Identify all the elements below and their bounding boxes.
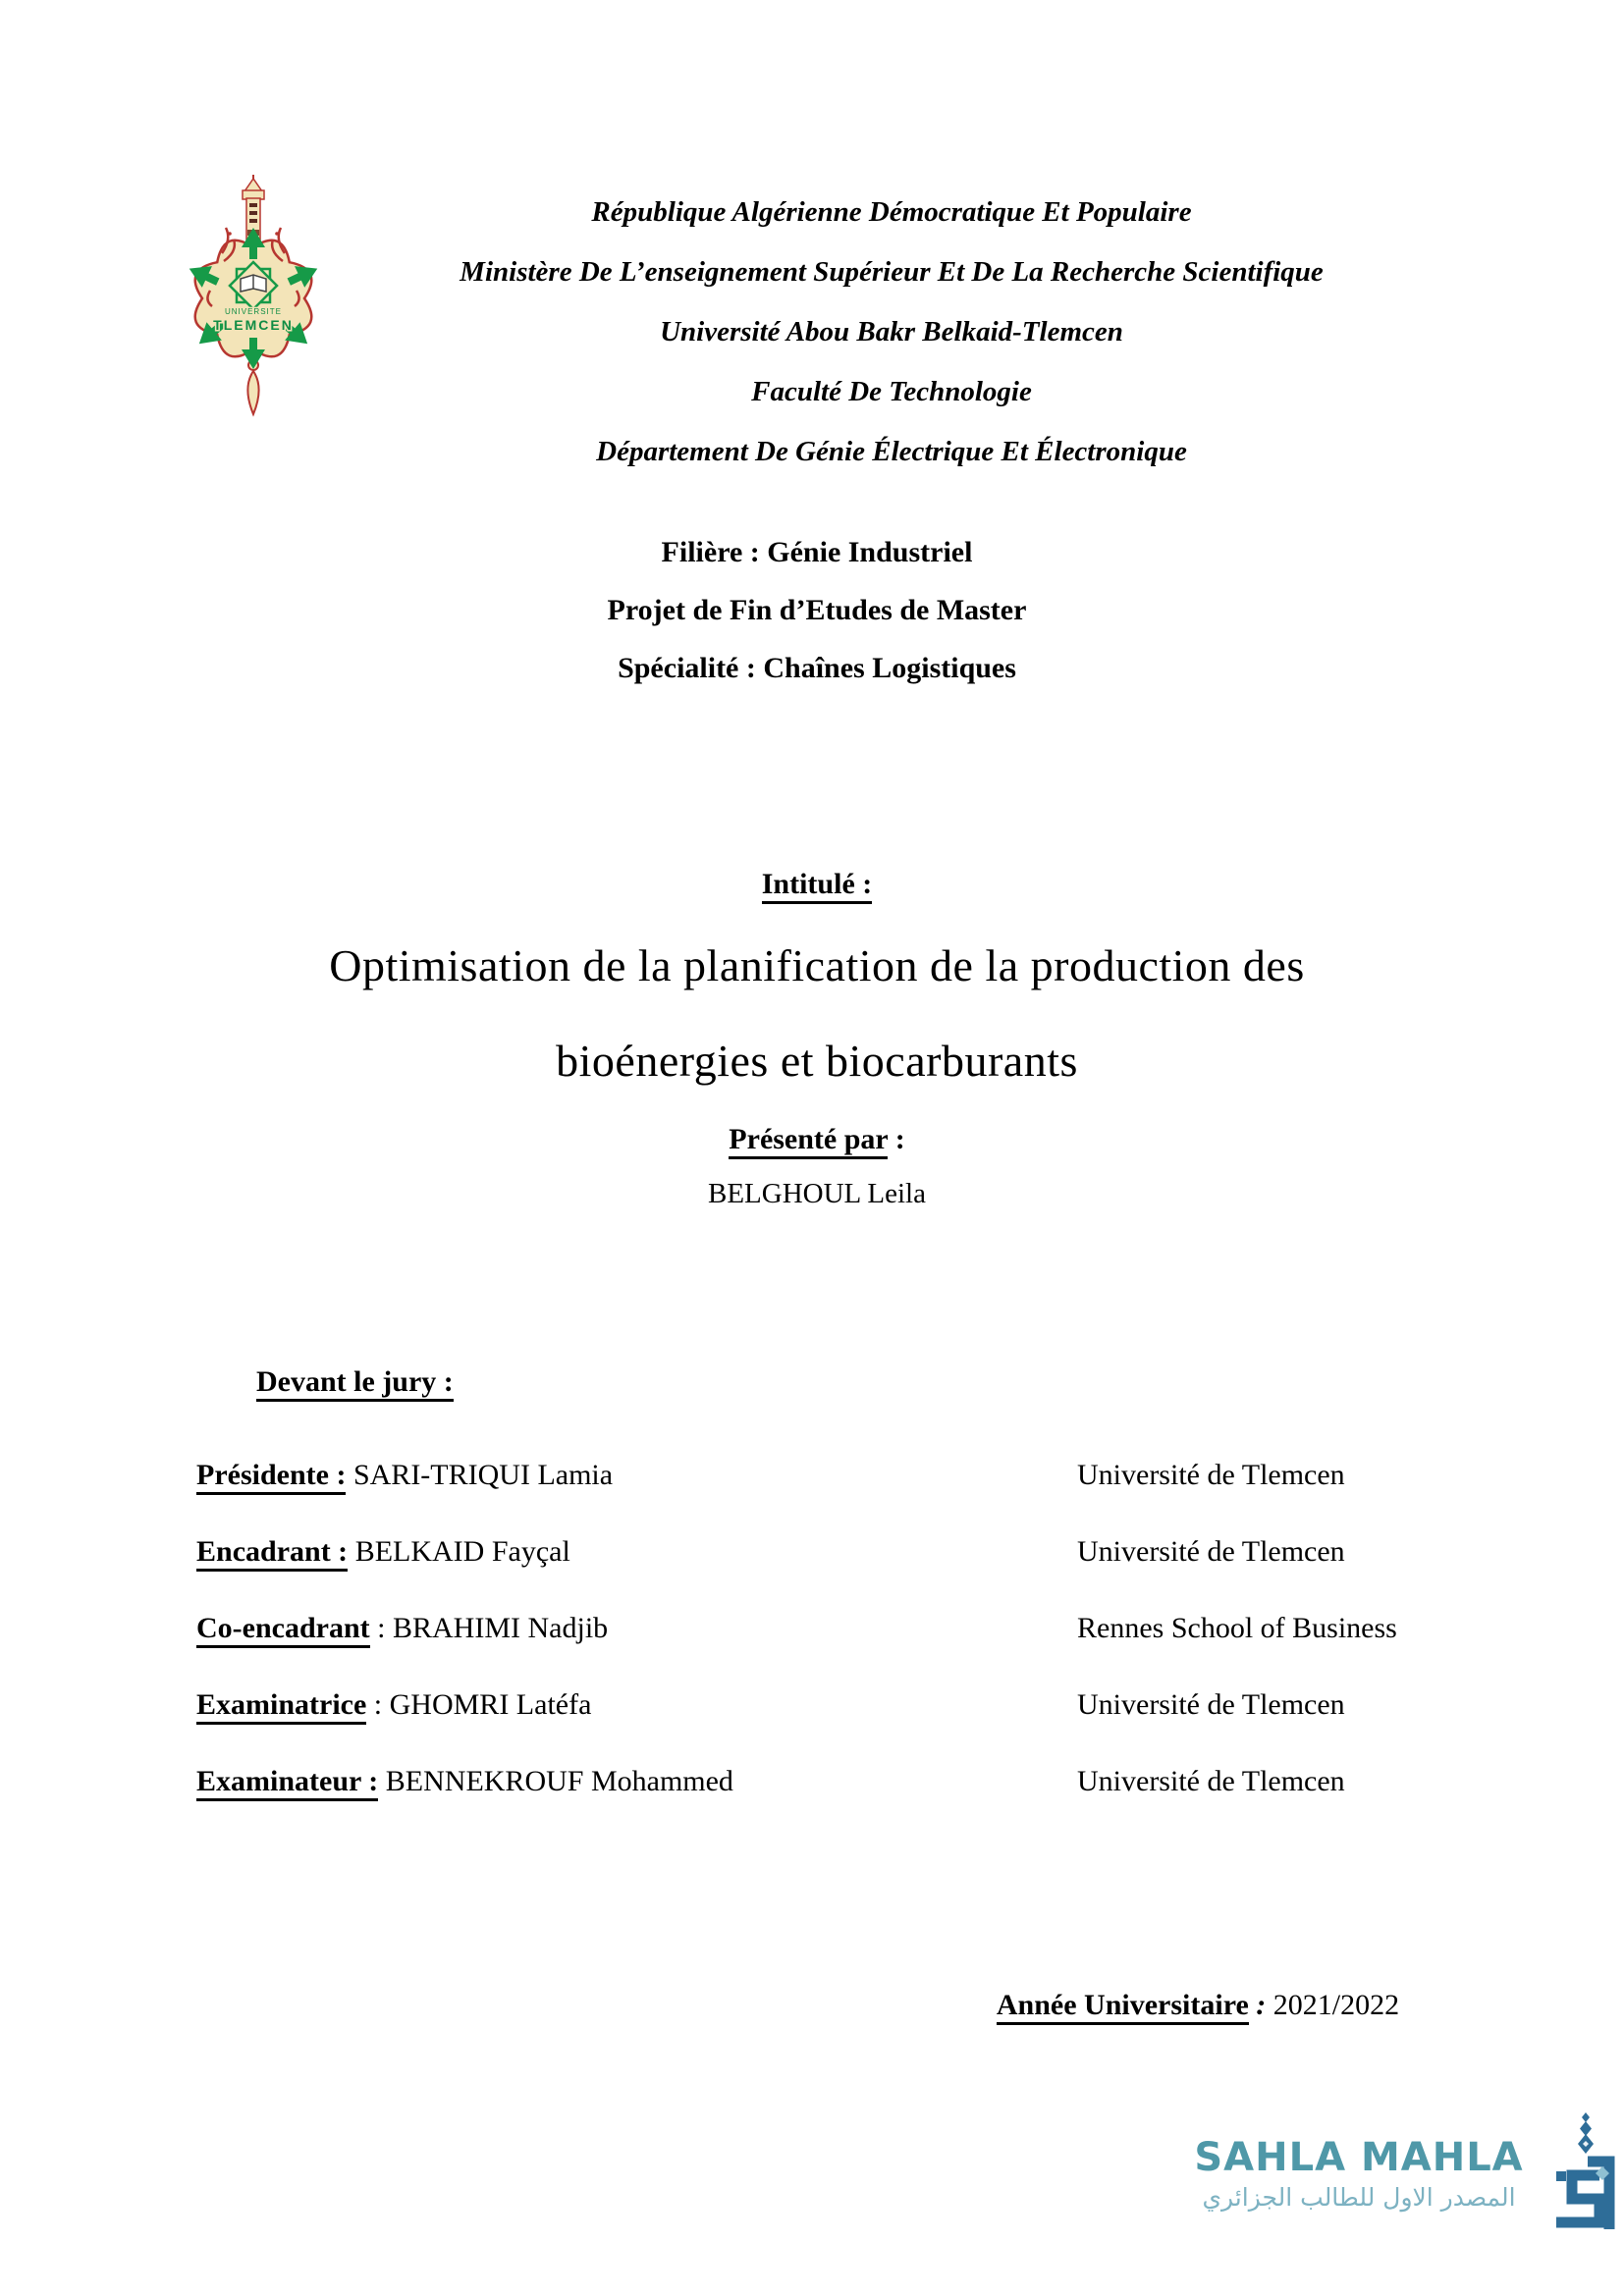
jury-role-colon: : [369, 1612, 386, 1644]
jury-row-examinatrice: Examinatrice : GHOMRI Latéfa Université … [196, 1688, 1551, 1725]
university-crest-logo: UNIVERSITE TLEMCEN [189, 175, 318, 417]
crest-star-book [228, 260, 279, 311]
header-line-university: Université Abou Bakr Belkaid-Tlemcen [660, 316, 1123, 347]
filiere-line: Filière : Génie Industriel [661, 536, 973, 568]
jury-member-name: SARI-TRIQUI Lamia [352, 1459, 614, 1491]
projet-line: Projet de Fin d’Etudes de Master [607, 594, 1027, 626]
jury-member-affiliation: Université de Tlemcen [1077, 1688, 1345, 1721]
jury-row-encadrant: Encadrant : BELKAID Fayçal Université de… [196, 1535, 1551, 1572]
jury-heading: Devant le jury : [256, 1365, 454, 1402]
sahla-mahla-wordmark: SAHLA MAHLA [1194, 2135, 1524, 2180]
jury-member-affiliation: Université de Tlemcen [1077, 1535, 1345, 1568]
jury-role-label: Examinatrice [196, 1688, 367, 1725]
sahla-mahla-icon [1556, 2112, 1615, 2229]
header-line-ministry: Ministère De L’enseignement Supérieur Et… [460, 256, 1324, 288]
header-line-republic: République Algérienne Démocratique Et Po… [591, 196, 1192, 228]
sahla-mahla-tagline-arabic: المصدر الاول للطالب الجزائري [1202, 2183, 1516, 2212]
header-line-faculty: Faculté De Technologie [751, 376, 1032, 407]
presented-by-heading: Présenté par : [10, 1123, 1624, 1159]
sahla-mahla-logo: SAHLA MAHLA المصدر الاول للطالب الجزائري [1173, 2112, 1624, 2248]
academic-year-colon: : [1248, 1989, 1273, 2021]
jury-member-affiliation: Université de Tlemcen [1077, 1765, 1345, 1797]
jury-role-label: Présidente : [196, 1459, 347, 1495]
jury-role-label: Examinateur : [196, 1765, 379, 1801]
jury-member-affiliation: Rennes School of Business [1077, 1612, 1397, 1644]
intitule-label: Intitulé : [761, 868, 873, 904]
intitule-heading: Intitulé : [10, 868, 1624, 904]
academic-year-value: 2021/2022 [1272, 1989, 1400, 2021]
academic-year-line: Année Universitaire : 2021/2022 [903, 1989, 1492, 2025]
author-name: BELGHOUL Leila [707, 1178, 926, 1209]
crest-calligraphy [206, 227, 300, 307]
jury-member-name: BENNEKROUF Mohammed [385, 1765, 733, 1797]
program-block: Filière : Génie Industriel Projet de Fin… [10, 523, 1624, 697]
specialite-line: Spécialité : Chaînes Logistiques [618, 652, 1016, 684]
presented-by-label: Présenté par [729, 1123, 889, 1159]
jury-role-label: Encadrant : [196, 1535, 349, 1572]
jury-row-presidente: Présidente : SARI-TRIQUI Lamia Universit… [196, 1459, 1551, 1495]
crest-arrows [189, 228, 318, 369]
jury-member-name: BELKAID Fayçal [354, 1535, 570, 1568]
academic-year-label: Année Universitaire [996, 1989, 1249, 2025]
thesis-title-line2: bioénergies et biocarburants [556, 1036, 1078, 1086]
thesis-title: Optimisation de la planification de la p… [10, 918, 1624, 1108]
jury-row-examinateur: Examinateur : BENNEKROUF Mohammed Univer… [196, 1765, 1551, 1801]
header-line-department: Département De Génie Électrique Et Élect… [596, 436, 1187, 467]
jury-row-co-encadrant: Co-encadrant : BRAHIMI Nadjib Rennes Sch… [196, 1612, 1551, 1648]
crest-tlemcen-text: TLEMCEN [213, 317, 294, 333]
jury-role-label: Co-encadrant [196, 1612, 370, 1648]
thesis-title-line1: Optimisation de la planification de la p… [329, 940, 1305, 990]
sahla-mahla-text: SAHLA MAHLA المصدر الاول للطالب الجزائري [1173, 2136, 1544, 2215]
jury-member-affiliation: Université de Tlemcen [1077, 1459, 1345, 1491]
presented-by-colon: : [888, 1123, 905, 1155]
jury-member-name: BRAHIMI Nadjib [393, 1612, 609, 1644]
jury-role-colon: : [366, 1688, 383, 1721]
jury-member-name: GHOMRI Latéfa [389, 1688, 592, 1721]
institution-header: République Algérienne Démocratique Et Po… [159, 183, 1624, 482]
crest-university-text: UNIVERSITE [225, 307, 282, 316]
